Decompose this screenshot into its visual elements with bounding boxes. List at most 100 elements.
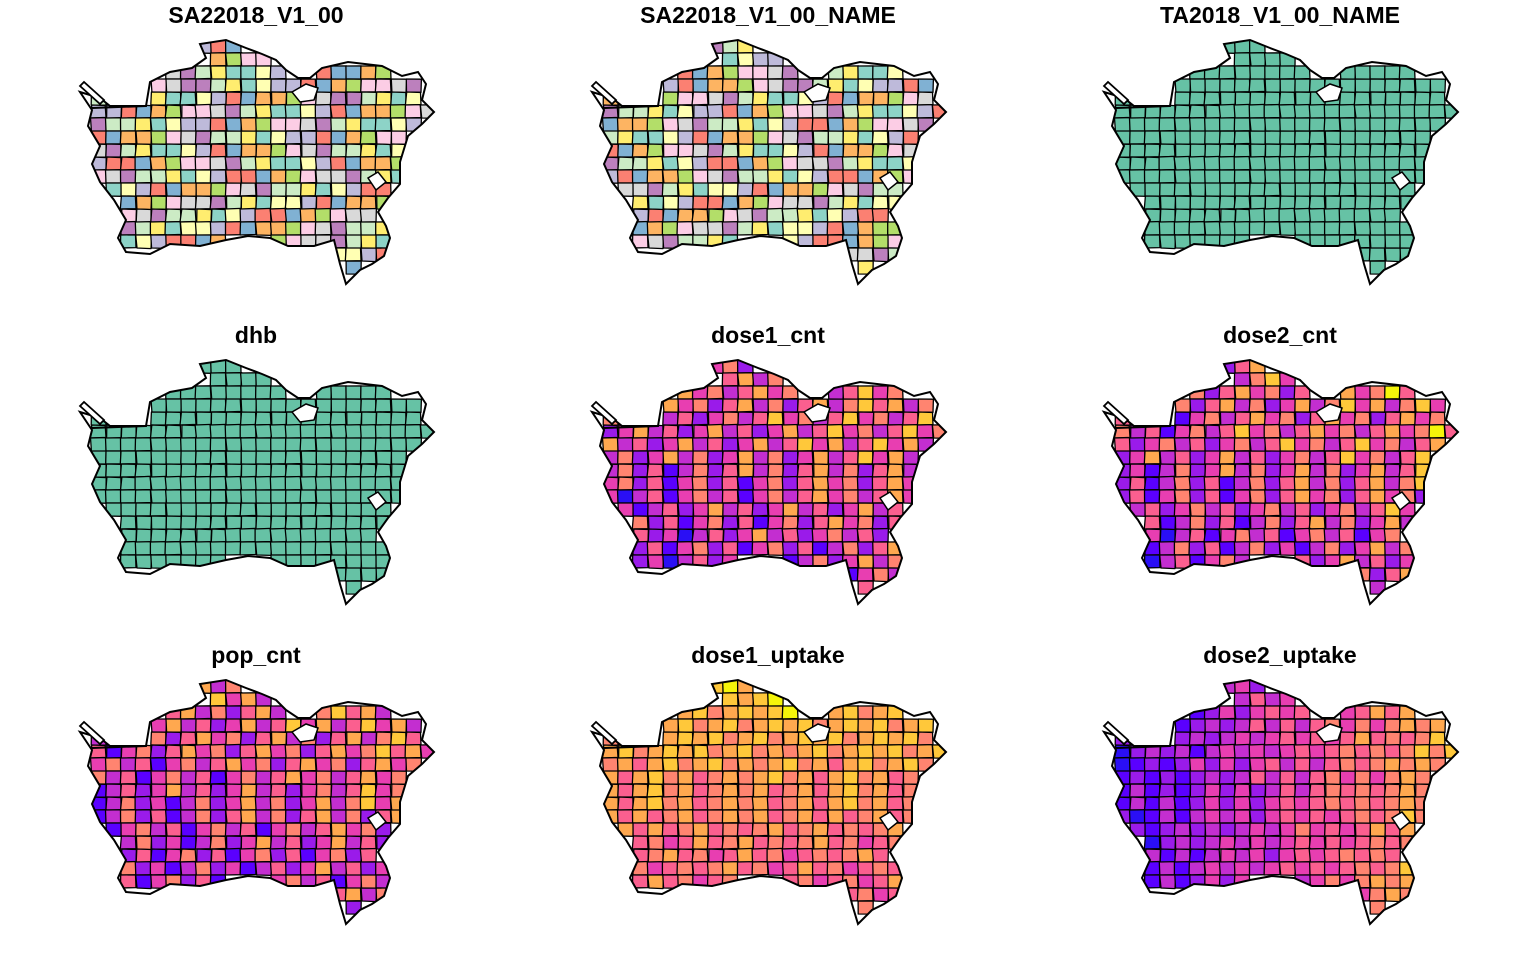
area-polygon bbox=[405, 78, 423, 93]
area-polygon bbox=[1218, 835, 1236, 850]
area-polygon bbox=[225, 169, 243, 185]
area-polygon bbox=[224, 692, 243, 708]
area-polygon bbox=[1189, 770, 1206, 785]
area-polygon bbox=[360, 567, 378, 583]
area-polygon bbox=[1144, 822, 1161, 837]
area-polygon bbox=[1278, 65, 1296, 80]
area-polygon bbox=[691, 91, 709, 106]
area-polygon bbox=[1354, 515, 1371, 530]
area-polygon bbox=[1233, 718, 1251, 733]
area-polygon bbox=[240, 398, 258, 414]
area-polygon bbox=[1263, 541, 1281, 556]
area-polygon bbox=[872, 554, 890, 569]
area-polygon bbox=[721, 835, 739, 850]
area-polygon bbox=[1354, 385, 1372, 400]
area-polygon bbox=[1219, 502, 1236, 517]
area-polygon bbox=[796, 847, 814, 863]
area-polygon bbox=[194, 835, 212, 850]
area-polygon bbox=[1233, 475, 1251, 491]
area-polygon bbox=[812, 450, 830, 466]
area-polygon bbox=[1383, 423, 1401, 439]
area-polygon bbox=[1188, 411, 1206, 426]
water-hole bbox=[366, 811, 388, 832]
area-polygon bbox=[330, 169, 347, 184]
area-polygon bbox=[1129, 476, 1146, 491]
area-polygon bbox=[1189, 822, 1207, 838]
area-polygon bbox=[1233, 783, 1251, 798]
area-polygon bbox=[390, 731, 407, 746]
area-polygon bbox=[1233, 757, 1251, 772]
area-polygon bbox=[631, 515, 649, 530]
area-polygon bbox=[224, 718, 242, 733]
area-polygon bbox=[886, 437, 904, 452]
area-polygon bbox=[1174, 130, 1192, 145]
region-polygons bbox=[601, 360, 946, 595]
area-polygon bbox=[721, 770, 739, 785]
area-polygon bbox=[1399, 450, 1417, 466]
area-polygon bbox=[1339, 809, 1357, 825]
area-polygon bbox=[239, 861, 257, 876]
area-polygon bbox=[1233, 463, 1251, 478]
area-polygon bbox=[782, 411, 800, 427]
area-polygon bbox=[901, 155, 920, 172]
area-polygon bbox=[796, 423, 814, 439]
area-polygon bbox=[1174, 450, 1192, 465]
area-polygon bbox=[737, 705, 754, 720]
area-polygon bbox=[284, 143, 302, 158]
area-polygon bbox=[676, 809, 695, 824]
water-hole bbox=[290, 403, 319, 423]
area-polygon bbox=[872, 247, 890, 263]
area-polygon bbox=[1203, 809, 1221, 824]
area-polygon bbox=[105, 156, 122, 171]
choropleth-map bbox=[589, 678, 948, 926]
area-polygon bbox=[827, 718, 845, 734]
area-polygon bbox=[194, 860, 212, 876]
area-polygon bbox=[841, 527, 859, 543]
area-polygon bbox=[902, 489, 920, 505]
area-polygon bbox=[1263, 861, 1281, 876]
area-polygon bbox=[1218, 385, 1236, 400]
area-polygon bbox=[917, 117, 935, 132]
area-polygon bbox=[165, 130, 182, 145]
area-polygon bbox=[827, 78, 845, 94]
area-polygon bbox=[842, 489, 859, 504]
area-polygon bbox=[240, 757, 258, 773]
area-polygon bbox=[1234, 731, 1251, 746]
area-polygon bbox=[209, 809, 227, 824]
area-polygon bbox=[841, 795, 859, 811]
area-polygon bbox=[1173, 104, 1191, 119]
area-polygon bbox=[796, 795, 814, 811]
area-polygon bbox=[1354, 117, 1371, 132]
area-polygon bbox=[631, 156, 649, 171]
area-polygon bbox=[194, 705, 212, 720]
region-polygons bbox=[601, 680, 946, 915]
area-polygon bbox=[1369, 835, 1386, 850]
area-polygon bbox=[1323, 475, 1342, 492]
area-polygon bbox=[721, 398, 739, 413]
area-polygon bbox=[722, 65, 740, 81]
area-polygon bbox=[240, 117, 258, 133]
area-polygon bbox=[1294, 437, 1311, 452]
area-polygon bbox=[269, 475, 287, 491]
area-polygon bbox=[1173, 475, 1192, 492]
area-polygon bbox=[752, 718, 770, 734]
area-polygon bbox=[194, 795, 212, 811]
area-polygon bbox=[1234, 705, 1252, 721]
area-polygon bbox=[826, 502, 844, 517]
area-polygon bbox=[314, 795, 333, 812]
area-polygon bbox=[330, 195, 347, 210]
area-polygon bbox=[134, 117, 152, 132]
area-polygon bbox=[314, 103, 332, 119]
area-polygon bbox=[1188, 489, 1207, 504]
area-polygon bbox=[1383, 103, 1401, 119]
area-polygon bbox=[826, 221, 844, 236]
area-polygon bbox=[766, 103, 785, 120]
area-polygon bbox=[224, 207, 242, 223]
area-polygon bbox=[270, 78, 287, 93]
area-polygon bbox=[1353, 207, 1371, 223]
area-polygon bbox=[210, 528, 227, 543]
area-polygon bbox=[180, 515, 197, 530]
area-polygon bbox=[149, 795, 168, 812]
area-polygon bbox=[255, 515, 272, 530]
area-polygon bbox=[1218, 795, 1236, 811]
